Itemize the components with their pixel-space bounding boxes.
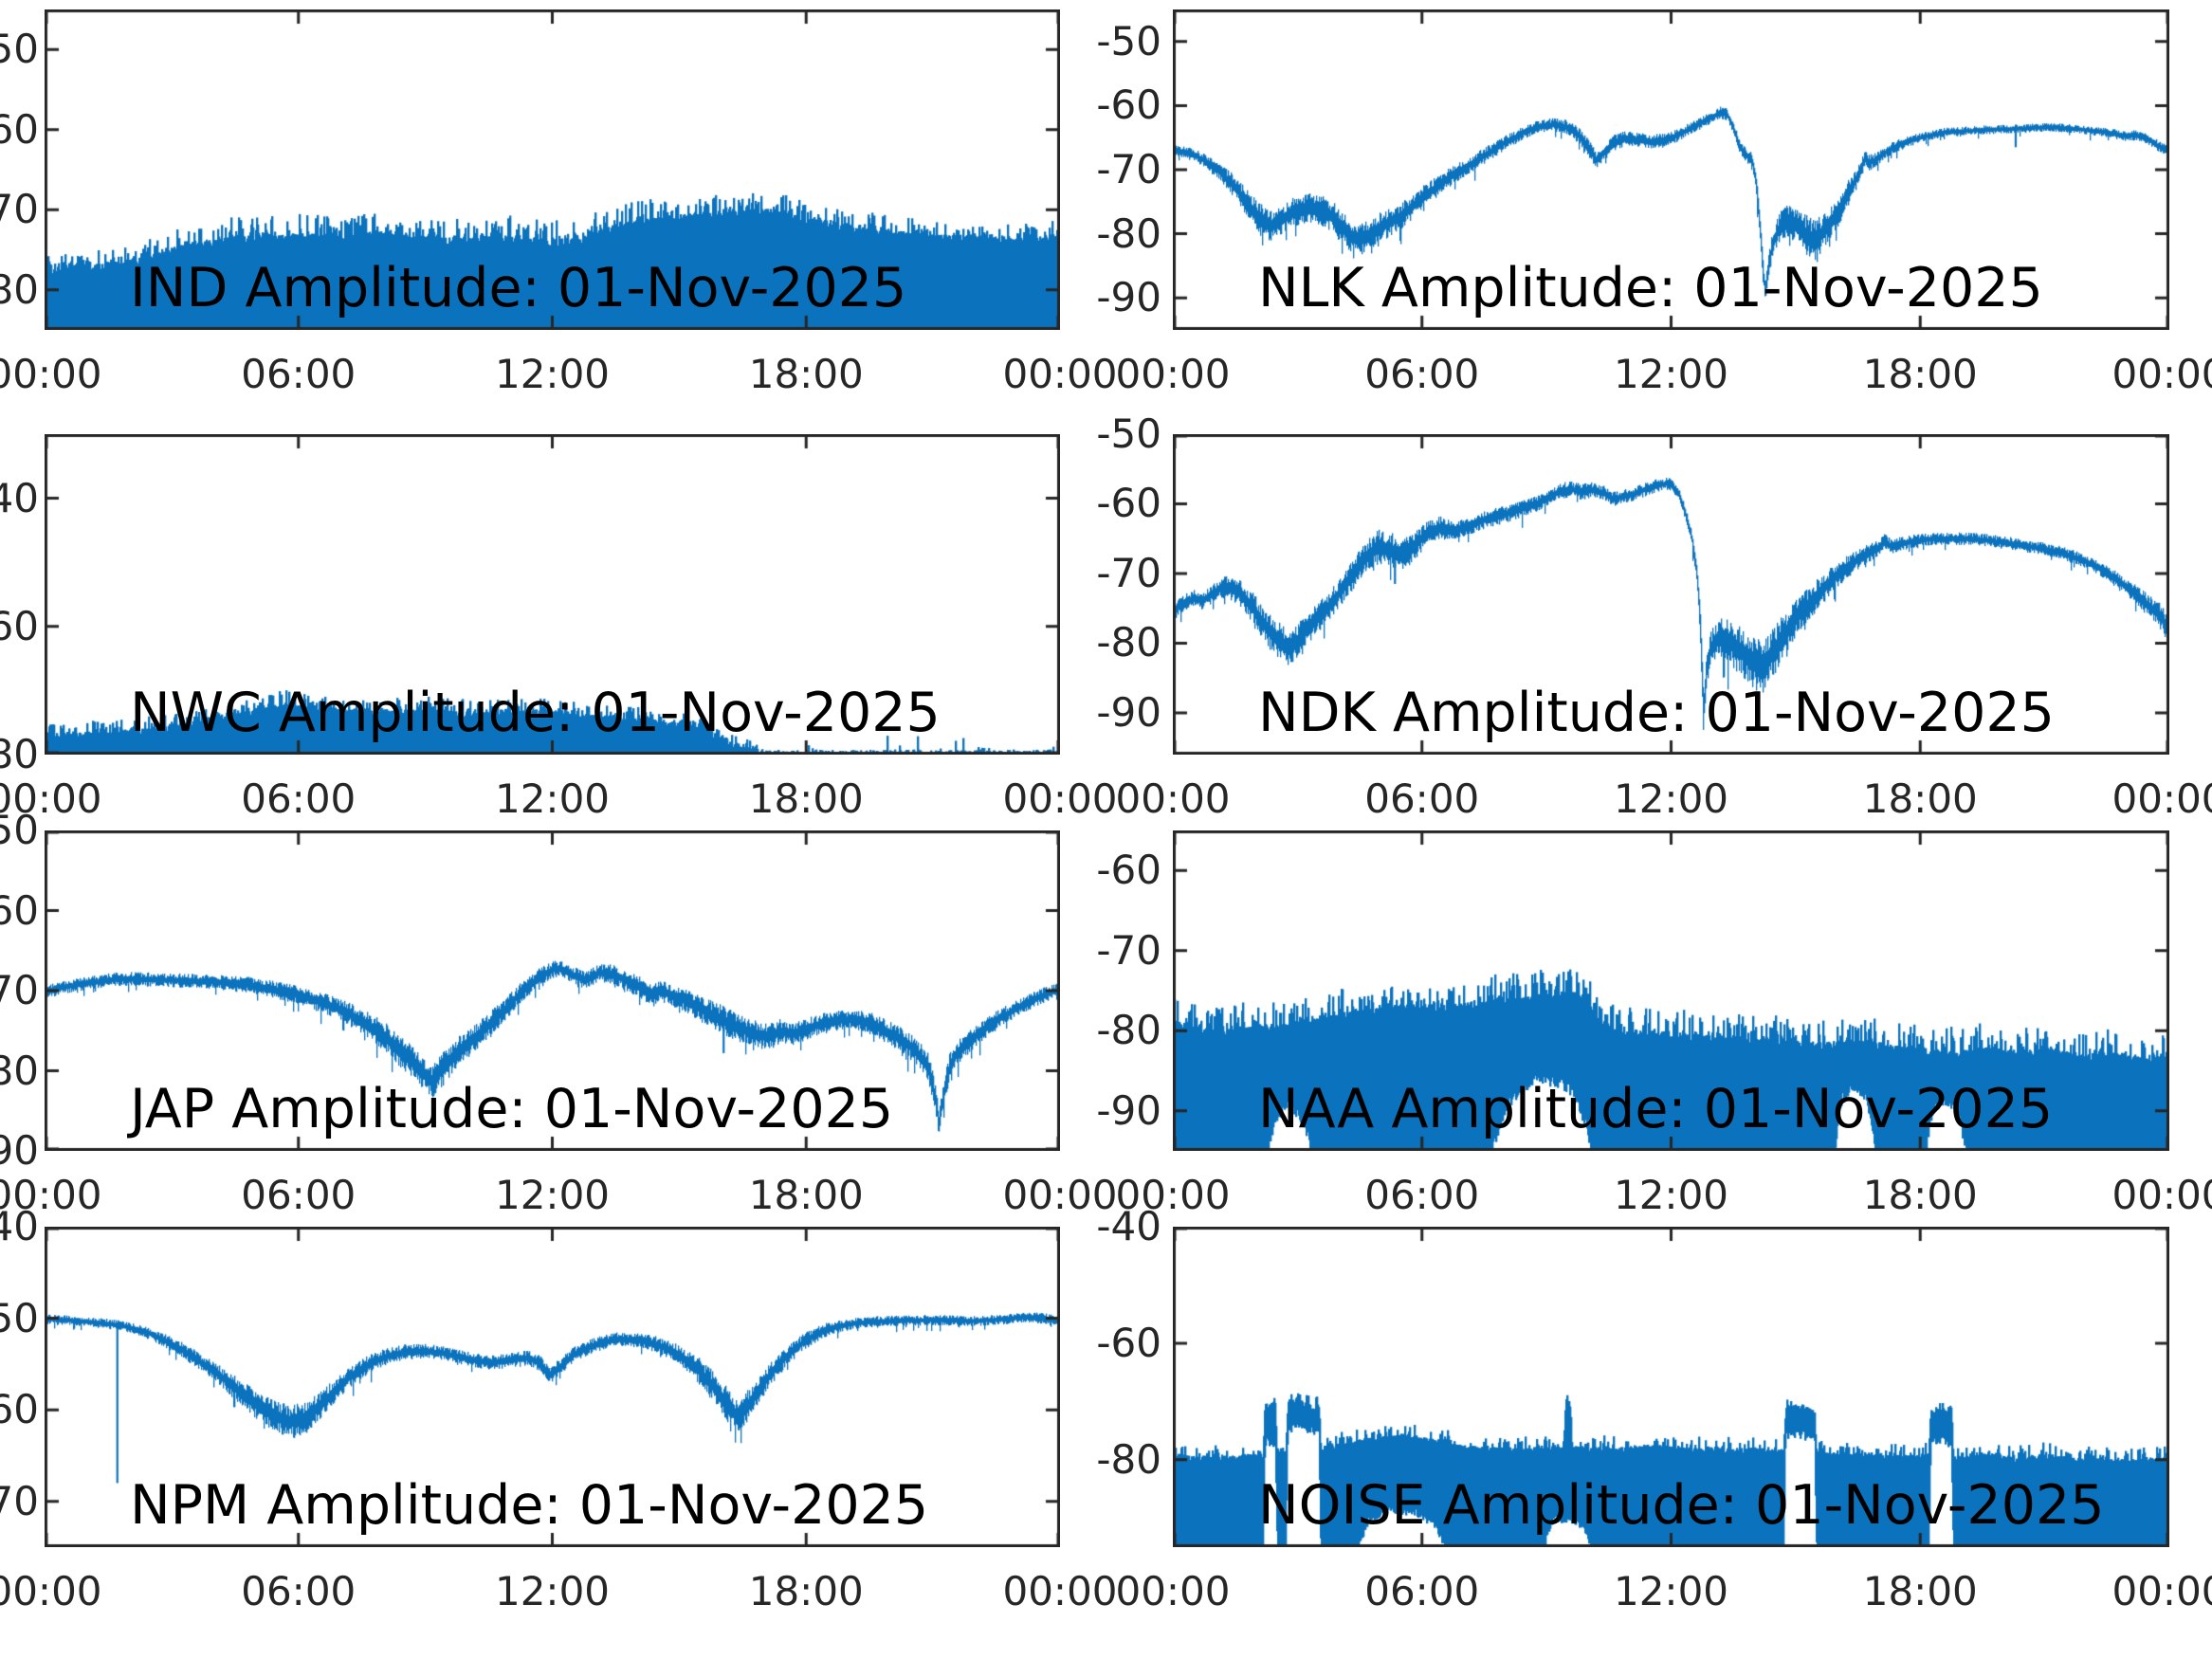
x-tick-label-jap-4: 00:00 [1002, 1172, 1118, 1218]
y-tick-label-jap-50: 50 [0, 807, 39, 853]
x-tick-label-nwc-1: 06:00 [241, 775, 356, 822]
y-tick-label-jap-90: 90 [0, 1127, 39, 1174]
x-tick-label-noise-2: 12:00 [1613, 1568, 1729, 1614]
jap-signal-canvas [45, 830, 1060, 1151]
x-tick-label-npm-0: 00:00 [0, 1568, 102, 1614]
x-tick-label-ind-3: 18:00 [748, 351, 864, 397]
y-tick-label-ind-60: 60 [0, 105, 39, 153]
x-tick-label-nlk-1: 06:00 [1364, 351, 1480, 397]
y-tick-label-nwc-80: 80 [0, 731, 39, 777]
y-tick-label-nlk--50: -50 [1096, 17, 1161, 64]
x-tick-label-ind-0: 00:00 [0, 351, 102, 397]
x-tick-label-nwc-2: 12:00 [494, 775, 611, 822]
x-tick-label-noise-4: 00:00 [2111, 1568, 2212, 1614]
y-tick-label-ind-50: 50 [0, 26, 39, 73]
y-tick-label-ndk--60: -60 [1096, 480, 1161, 527]
y-tick-label-noise--40: -40 [1096, 1203, 1161, 1249]
nwc-plot-title: NWC Amplitude: 01-Nov-2025 [130, 682, 941, 744]
x-tick-label-npm-4: 00:00 [1002, 1568, 1118, 1614]
noise-plot-title: NOISE Amplitude: 01-Nov-2025 [1258, 1474, 2105, 1537]
x-tick-label-nlk-2: 12:00 [1613, 351, 1729, 397]
y-tick-label-nwc-40: 40 [0, 474, 39, 521]
x-tick-label-jap-1: 06:00 [241, 1172, 356, 1218]
x-tick-label-ndk-3: 18:00 [1862, 775, 1978, 822]
x-tick-label-naa-2: 12:00 [1613, 1172, 1729, 1218]
naa-plot-title: NAA Amplitude: 01-Nov-2025 [1258, 1078, 2054, 1140]
y-tick-label-ndk--50: -50 [1096, 410, 1161, 457]
y-tick-label-naa--70: -70 [1096, 926, 1161, 974]
y-tick-label-nlk--60: -60 [1096, 82, 1161, 129]
ind-signal-canvas [45, 9, 1060, 330]
x-tick-label-ind-4: 00:00 [1002, 351, 1118, 397]
nlk-plot-title: NLK Amplitude: 01-Nov-2025 [1258, 257, 2043, 319]
y-tick-label-ind-70: 70 [0, 186, 39, 233]
x-tick-label-noise-0: 00:00 [1115, 1568, 1231, 1614]
y-tick-label-jap-70: 70 [0, 967, 39, 1013]
x-tick-label-nlk-0: 00:00 [1115, 351, 1231, 397]
x-tick-label-nwc-4: 00:00 [1002, 775, 1118, 822]
y-tick-label-naa--60: -60 [1096, 847, 1161, 894]
x-tick-label-ndk-0: 00:00 [1115, 775, 1231, 822]
x-tick-label-ind-1: 06:00 [241, 351, 356, 397]
npm-plot-title: NPM Amplitude: 01-Nov-2025 [130, 1474, 929, 1537]
y-tick-label-jap-60: 60 [0, 886, 39, 934]
y-tick-label-npm-50: 50 [0, 1294, 39, 1341]
x-tick-label-jap-3: 18:00 [748, 1172, 864, 1218]
x-tick-label-naa-3: 18:00 [1862, 1172, 1978, 1218]
y-tick-label-nlk--80: -80 [1096, 210, 1161, 257]
x-tick-label-nlk-3: 18:00 [1862, 351, 1978, 397]
ndk-plot-title: NDK Amplitude: 01-Nov-2025 [1258, 682, 2055, 744]
x-tick-label-nwc-3: 18:00 [748, 775, 864, 822]
x-tick-label-jap-0: 00:00 [0, 1172, 102, 1218]
naa-signal-canvas [1173, 830, 2169, 1151]
nwc-signal-canvas [45, 434, 1060, 755]
y-tick-label-naa--90: -90 [1096, 1086, 1161, 1134]
x-tick-label-npm-1: 06:00 [241, 1568, 356, 1614]
x-tick-label-nwc-0: 00:00 [0, 775, 102, 822]
y-tick-label-ndk--90: -90 [1096, 688, 1161, 736]
y-tick-label-ind-80: 80 [0, 265, 39, 313]
nlk-signal-canvas [1173, 9, 2169, 330]
x-tick-label-jap-2: 12:00 [494, 1172, 611, 1218]
x-tick-label-nlk-4: 00:00 [2111, 351, 2212, 397]
x-tick-label-ind-2: 12:00 [494, 351, 611, 397]
y-tick-label-noise--80: -80 [1096, 1435, 1161, 1483]
x-tick-label-npm-3: 18:00 [748, 1568, 864, 1614]
y-tick-label-npm-70: 70 [0, 1477, 39, 1524]
ndk-signal-canvas [1173, 434, 2169, 755]
x-tick-label-ndk-2: 12:00 [1613, 775, 1729, 822]
x-tick-label-noise-1: 06:00 [1364, 1568, 1480, 1614]
x-tick-label-naa-1: 06:00 [1364, 1172, 1480, 1218]
y-tick-label-npm-40: 40 [0, 1203, 39, 1249]
y-tick-label-nwc-60: 60 [0, 602, 39, 649]
npm-signal-canvas [45, 1227, 1060, 1547]
y-tick-label-npm-60: 60 [0, 1386, 39, 1433]
y-tick-label-noise--60: -60 [1096, 1319, 1161, 1366]
x-tick-label-naa-4: 00:00 [2111, 1172, 2212, 1218]
ind-plot-title: IND Amplitude: 01-Nov-2025 [130, 257, 907, 319]
y-tick-label-ndk--70: -70 [1096, 549, 1161, 596]
y-tick-label-ndk--80: -80 [1096, 619, 1161, 666]
x-tick-label-npm-2: 12:00 [494, 1568, 611, 1614]
x-tick-label-ndk-1: 06:00 [1364, 775, 1480, 822]
y-tick-label-nlk--70: -70 [1096, 146, 1161, 192]
noise-signal-canvas [1173, 1227, 2169, 1547]
x-tick-label-ndk-4: 00:00 [2111, 775, 2212, 822]
y-tick-label-naa--80: -80 [1096, 1007, 1161, 1054]
y-tick-label-jap-80: 80 [0, 1047, 39, 1094]
x-tick-label-noise-3: 18:00 [1862, 1568, 1978, 1614]
jap-plot-title: JAP Amplitude: 01-Nov-2025 [130, 1078, 894, 1140]
y-tick-label-nlk--90: -90 [1096, 274, 1161, 321]
x-tick-label-naa-0: 00:00 [1115, 1172, 1231, 1218]
